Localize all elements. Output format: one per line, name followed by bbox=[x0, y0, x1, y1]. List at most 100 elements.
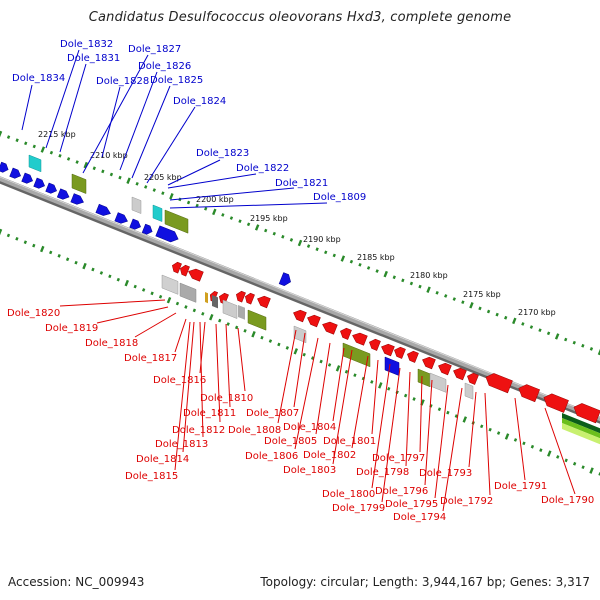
ruler-dot-upper bbox=[495, 312, 499, 317]
ruler-dot-lower bbox=[116, 277, 120, 282]
reverse-gene-label: Dole_1814 bbox=[136, 454, 189, 465]
ruler-dot-upper bbox=[375, 269, 379, 273]
ruler-dot-upper bbox=[435, 290, 439, 295]
reverse-gene-label: Dole_1792 bbox=[440, 496, 493, 507]
reverse-gene-arrow bbox=[453, 367, 467, 381]
ruler-dot-upper bbox=[572, 340, 576, 345]
kbp-tick-label: 2205 kbp bbox=[144, 173, 182, 182]
ruler-dot-lower bbox=[175, 301, 180, 306]
olive-feature bbox=[71, 173, 87, 194]
ruler-dot-lower bbox=[446, 410, 450, 415]
forward-gene-label: Dole_1821 bbox=[275, 178, 328, 189]
reverse-leader-line bbox=[182, 321, 195, 453]
reverse-gene-label: Dole_1796 bbox=[375, 486, 428, 497]
ruler-dot-upper bbox=[6, 135, 11, 139]
reverse-gene-label: Dole_1802 bbox=[303, 450, 356, 461]
ruler-dot-upper bbox=[254, 224, 260, 231]
reverse-leader-line bbox=[371, 359, 379, 435]
ruler-dot-upper bbox=[144, 185, 148, 189]
forward-gene-label: Dole_1832 bbox=[60, 39, 113, 50]
ruler-dot-lower bbox=[268, 339, 273, 343]
reverse-leader-line bbox=[371, 363, 391, 489]
ruler-dot-lower bbox=[335, 365, 341, 372]
forward-gene-arrow bbox=[0, 161, 9, 173]
ruler-dot-lower bbox=[251, 331, 256, 338]
reverse-gene-label: Dole_1811 bbox=[183, 408, 236, 419]
gray-feature bbox=[212, 295, 218, 309]
reverse-leader-line bbox=[315, 342, 331, 435]
ruler-dot-upper bbox=[581, 343, 585, 348]
ruler-dot-upper bbox=[564, 337, 568, 342]
gray-feature bbox=[429, 372, 447, 393]
reverse-leader-line bbox=[96, 306, 169, 324]
olive-feature bbox=[342, 342, 371, 368]
ruler-dot-lower bbox=[513, 438, 518, 442]
ruler-dot-upper bbox=[238, 219, 242, 224]
reverse-leader-line bbox=[381, 367, 401, 503]
reverse-gene-arrow bbox=[407, 350, 419, 363]
reverse-gene-arrow bbox=[422, 356, 436, 370]
reverse-gene-label: Dole_1795 bbox=[385, 499, 438, 510]
reverse-gene-arrow bbox=[467, 372, 479, 385]
ruler-dot-upper bbox=[401, 278, 405, 283]
ruler-dot-lower bbox=[462, 416, 468, 423]
ruler-dot-upper bbox=[538, 328, 542, 333]
ruler-dot-upper bbox=[281, 234, 285, 239]
forward-leader-line bbox=[167, 159, 221, 186]
ruler-dot-upper bbox=[512, 317, 517, 325]
gray-feature bbox=[238, 305, 245, 320]
reverse-leader-line bbox=[237, 327, 246, 392]
ruler-dot-upper bbox=[297, 239, 303, 247]
ruler-dot-lower bbox=[344, 369, 349, 374]
ruler-dot-upper bbox=[409, 281, 414, 286]
ruler-dot-lower bbox=[378, 382, 383, 389]
forward-leader-line bbox=[45, 49, 80, 149]
ruler-dot-upper bbox=[83, 161, 88, 169]
ruler-dot-lower bbox=[166, 296, 172, 304]
ruler-dot-lower bbox=[327, 363, 332, 367]
reverse-gene-arrow bbox=[180, 264, 190, 277]
forward-gene-arrow bbox=[155, 225, 179, 243]
forward-gene-label: Dole_1823 bbox=[196, 148, 249, 159]
forward-gene-label: Dole_1827 bbox=[128, 44, 181, 55]
reverse-gene-label: Dole_1793 bbox=[419, 468, 472, 479]
reverse-gene-arrow bbox=[438, 362, 452, 376]
forward-gene-arrow bbox=[70, 193, 84, 205]
reverse-gene-label: Dole_1790 bbox=[541, 495, 594, 506]
forward-leader-line bbox=[59, 63, 87, 153]
reverse-leader-line bbox=[351, 355, 369, 449]
ruler-dot-lower bbox=[184, 305, 188, 309]
reverse-gene-label: Dole_1818 bbox=[85, 338, 138, 349]
ruler-dot-upper bbox=[24, 141, 28, 146]
ruler-dot-upper bbox=[66, 157, 71, 161]
reverse-gene-label: Dole_1806 bbox=[245, 451, 298, 462]
kbp-tick-label: 2190 kbp bbox=[303, 235, 341, 244]
forward-leader-line bbox=[169, 187, 295, 201]
reverse-leader-line bbox=[434, 384, 449, 499]
reverse-gene-arrow bbox=[307, 314, 321, 328]
reverse-gene-label: Dole_1804 bbox=[283, 422, 336, 433]
reverse-gene-label: Dole_1817 bbox=[124, 353, 177, 364]
ruler-dot-lower bbox=[82, 262, 87, 270]
ruler-dot-upper bbox=[546, 331, 551, 336]
reverse-gene-label: Dole_1803 bbox=[283, 465, 336, 476]
ruler-dot-upper bbox=[15, 138, 19, 143]
ruler-dot-lower bbox=[496, 431, 501, 435]
forward-leader-line bbox=[167, 173, 257, 189]
forward-leader-line bbox=[119, 71, 158, 171]
ruler-dot-upper bbox=[306, 244, 311, 248]
ruler-dot-upper bbox=[0, 130, 3, 138]
forward-gene-label: Dole_1828 bbox=[96, 76, 149, 87]
ruler-dot-upper bbox=[212, 208, 217, 216]
ruler-dot-lower bbox=[15, 236, 19, 241]
olive-feature bbox=[417, 368, 431, 388]
ruler-dot-lower bbox=[158, 294, 163, 299]
reverse-gene-arrow bbox=[518, 384, 541, 403]
forward-gene-label: Dole_1824 bbox=[173, 96, 226, 107]
ruler-dot-lower bbox=[6, 233, 11, 238]
forward-gene-arrow bbox=[95, 203, 111, 216]
reverse-gene-arrow bbox=[394, 346, 406, 359]
ruler-dot-lower bbox=[23, 240, 28, 245]
reverse-leader-line bbox=[424, 379, 433, 486]
